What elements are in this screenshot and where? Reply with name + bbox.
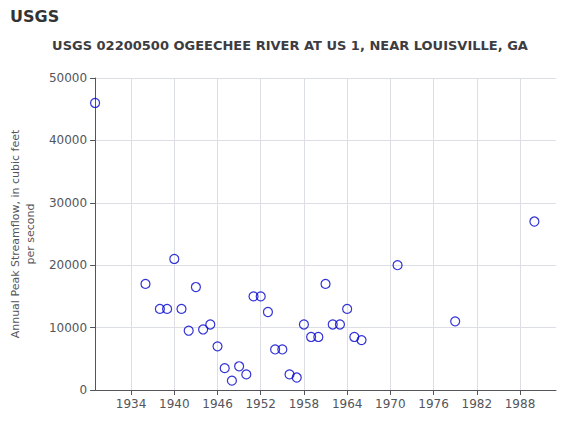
svg-text:1964: 1964 bbox=[332, 397, 363, 411]
svg-text:per second: per second bbox=[24, 204, 37, 265]
svg-text:1988: 1988 bbox=[505, 397, 536, 411]
svg-text:USGS 02200500 OGEECHEE RIVER A: USGS 02200500 OGEECHEE RIVER AT US 1, NE… bbox=[52, 38, 528, 53]
svg-text:10000: 10000 bbox=[49, 321, 87, 335]
svg-text:1970: 1970 bbox=[375, 397, 406, 411]
svg-text:50000: 50000 bbox=[49, 71, 87, 85]
svg-text:30000: 30000 bbox=[49, 196, 87, 210]
svg-text:1940: 1940 bbox=[159, 397, 190, 411]
svg-text:1946: 1946 bbox=[202, 397, 233, 411]
svg-text:1982: 1982 bbox=[462, 397, 493, 411]
svg-text:0: 0 bbox=[79, 383, 87, 397]
svg-text:Annual Peak Streamflow, in cub: Annual Peak Streamflow, in cubic feet bbox=[9, 129, 22, 338]
svg-text:1976: 1976 bbox=[418, 397, 449, 411]
svg-text:20000: 20000 bbox=[49, 258, 87, 272]
svg-text:1934: 1934 bbox=[116, 397, 147, 411]
svg-text:1958: 1958 bbox=[289, 397, 320, 411]
svg-text:40000: 40000 bbox=[49, 133, 87, 147]
svg-text:1952: 1952 bbox=[245, 397, 276, 411]
svg-text:USGS: USGS bbox=[10, 7, 59, 26]
